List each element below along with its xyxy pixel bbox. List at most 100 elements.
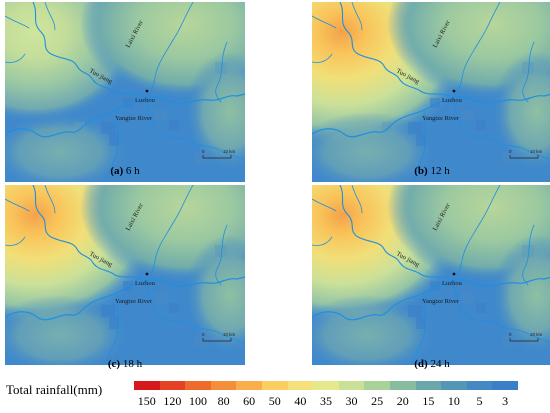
caption-b-letter: (b) — [414, 165, 428, 177]
legend-swatch — [492, 381, 518, 390]
caption-d: (d) 24 h — [312, 357, 550, 371]
scale-bar: 0 10 km — [202, 149, 236, 159]
rainfall-field-sw — [312, 112, 437, 182]
caption-c-time: 18 h — [122, 358, 143, 370]
caption-b-time: 12 h — [430, 165, 450, 177]
scale-distance-label: 10 km — [530, 332, 543, 337]
tributary-line — [522, 41, 535, 103]
rainfall-field-east — [185, 52, 245, 172]
tributary-line — [411, 292, 426, 365]
laixi-river-line — [144, 185, 194, 282]
tributary-line — [451, 97, 550, 160]
legend-label: 25 — [371, 394, 384, 408]
rainfall-field-east — [492, 235, 550, 355]
luzhou-marker-icon — [145, 272, 149, 276]
raster-cell — [169, 303, 179, 313]
legend-swatch — [389, 381, 416, 390]
tributary-line — [44, 2, 56, 31]
raster-cell — [416, 134, 426, 146]
caption-d-time: 24 h — [430, 358, 450, 370]
raster-cell — [169, 120, 179, 130]
scale-bar-line — [202, 155, 232, 159]
luzhou-label: Luzhou — [135, 280, 156, 287]
rainfall-field-sw — [312, 295, 437, 365]
raster-cell — [75, 305, 85, 315]
luzhou-label: Luzhou — [442, 97, 463, 104]
legend-label: 50 — [268, 394, 281, 408]
laixi-river-line — [451, 185, 501, 282]
legend-label: 100 — [188, 394, 207, 408]
tributary-line — [215, 224, 228, 286]
scale-zero-label: 0 — [509, 149, 512, 154]
rainfall-field-sw — [5, 295, 130, 365]
tributary-line — [312, 198, 337, 212]
legend-swatch — [466, 381, 493, 390]
legend-title: Total rainfall(mm) — [6, 382, 103, 397]
tuo-river-line — [32, 185, 144, 280]
raster-cell — [195, 335, 209, 347]
raster-blocks — [75, 62, 227, 164]
tributary-line — [451, 280, 550, 343]
tributary-line — [5, 198, 30, 212]
raster-cell — [476, 120, 486, 130]
raster-cell — [462, 293, 474, 303]
caption-a: (a) 6 h — [5, 164, 245, 178]
tuo-river-line — [339, 2, 451, 97]
raster-cell — [522, 62, 534, 74]
raster-cell — [408, 122, 422, 134]
raster-cell — [522, 245, 534, 257]
luzhou-label: Luzhou — [442, 280, 463, 287]
map-panel-d: Tuo jiang Laixi River Luzhou Yangtze River 0… — [312, 185, 550, 365]
legend-swatch — [287, 381, 314, 390]
luzhou-marker-icon — [452, 89, 456, 93]
scale-zero-label: 0 — [509, 332, 512, 337]
raster-cell — [155, 293, 167, 303]
tributary-line — [104, 292, 119, 365]
caption-d-letter: (d) — [414, 358, 428, 370]
caption-a-letter: (a) — [110, 165, 124, 177]
legend-swatch — [261, 381, 288, 390]
caption-b: (b) 12 h — [312, 164, 550, 178]
legend-swatch — [364, 381, 390, 390]
tributary-line — [312, 53, 333, 63]
tributary-line — [5, 15, 30, 29]
tributary-line — [411, 109, 426, 182]
tributary-line — [44, 185, 56, 214]
tuo-river-line — [32, 2, 144, 97]
tributary-line — [5, 53, 26, 63]
scale-distance-label: 10 km — [223, 149, 236, 154]
legend-label: 10 — [447, 394, 460, 408]
tributary-line — [144, 97, 245, 161]
rainfall-field-east — [492, 52, 550, 172]
yangtze-river-label: Yangtze River — [422, 298, 460, 305]
tributary-line — [351, 2, 363, 31]
tributary-line — [215, 41, 228, 103]
caption-c: (c) 18 h — [5, 357, 245, 371]
legend-label: 120 — [163, 394, 182, 408]
raster-cell — [430, 98, 440, 108]
scale-distance-label: 10 km — [223, 332, 236, 337]
raster-cell — [75, 122, 85, 132]
raster-cell — [101, 305, 115, 317]
scale-bar-line — [509, 338, 539, 342]
legend-label: 15 — [422, 394, 435, 408]
river-network — [312, 2, 550, 182]
raster-cell — [502, 152, 516, 164]
legend-label: 5 — [476, 394, 483, 408]
legend-label: 20 — [396, 394, 409, 408]
raster-cell — [382, 305, 392, 315]
river-network — [312, 185, 550, 365]
luzhou-label: Luzhou — [135, 97, 156, 104]
map-panel-a: Tuo jiang Laixi River Luzhou Yangtze River 0… — [5, 2, 245, 182]
luzhou-marker-icon — [145, 89, 149, 93]
legend-labels: 150 120 100 80 60 50 40 35 30 25 20 15 10 5 3 — [134, 393, 518, 409]
legend-swatch — [338, 381, 365, 390]
legend-swatch — [415, 381, 442, 390]
raster-cell — [195, 152, 209, 164]
rainfall-field-sw — [5, 112, 130, 182]
rainfall-legend: Total rainfall(mm) 150 120 100 80 60 50 40 35 30… — [0, 377, 550, 413]
river-network — [5, 185, 245, 365]
yangtze-river-label: Yangtze River — [115, 298, 153, 305]
